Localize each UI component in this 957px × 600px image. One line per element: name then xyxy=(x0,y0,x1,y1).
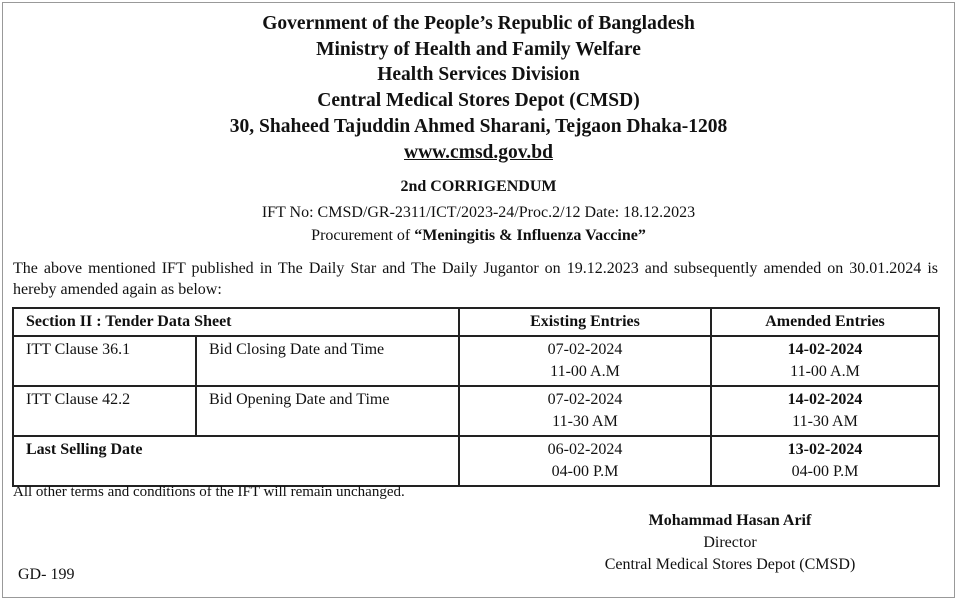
header-line-division: Health Services Division xyxy=(377,64,580,85)
closing-note: All other terms and conditions of the IF… xyxy=(13,484,405,500)
procurement-item: “Meningitis & Influenza Vaccine” xyxy=(414,227,646,244)
header-line-address: 30, Shaheed Tajuddin Ahmed Sharani, Tejg… xyxy=(229,116,728,137)
amended-time: 04-00 P.M xyxy=(791,463,859,480)
reference-number: GD- 199 xyxy=(18,566,75,583)
header-line-cmsd: Central Medical Stores Depot (CMSD) xyxy=(317,90,640,111)
existing-date: 06-02-2024 xyxy=(547,441,623,458)
table-row: ITT Clause 36.1 Bid Closing Date and Tim… xyxy=(12,335,940,387)
existing-entry: 07-02-2024 11-30 AM xyxy=(458,385,712,437)
header-amended: Amended Entries xyxy=(710,307,940,337)
document-title: 2nd CORRIGENDUM xyxy=(400,178,557,195)
amended-entry: 14-02-2024 11-30 AM xyxy=(710,385,940,437)
item: Bid Opening Date and Time xyxy=(195,385,460,437)
existing-entry: 07-02-2024 11-00 A.M xyxy=(458,335,712,387)
table-row: ITT Clause 42.2 Bid Opening Date and Tim… xyxy=(12,385,940,437)
header-existing: Existing Entries xyxy=(458,307,712,337)
header-section: Section II : Tender Data Sheet xyxy=(12,307,460,337)
procurement-prefix: Procurement of xyxy=(311,227,415,244)
tender-data-table: Section II : Tender Data Sheet Existing … xyxy=(12,307,940,487)
signatory-name: Mohammad Hasan Arif xyxy=(648,512,812,529)
existing-time: 04-00 P.M xyxy=(551,463,619,480)
signatory-designation: Director xyxy=(703,534,757,551)
header-line-ministry: Ministry of Health and Family Welfare xyxy=(316,39,641,60)
clause: ITT Clause 36.1 xyxy=(12,335,197,387)
existing-time: 11-00 A.M xyxy=(550,363,620,380)
amended-entry: 13-02-2024 04-00 P.M xyxy=(710,435,940,487)
item: Bid Closing Date and Time xyxy=(195,335,460,387)
table-row: Last Selling Date 06-02-2024 04-00 P.M 13… xyxy=(12,435,940,487)
procurement-line: Procurement of “Meningitis & Influenza V… xyxy=(0,227,957,245)
amended-date: 14-02-2024 xyxy=(787,341,863,358)
website-link[interactable]: www.cmsd.gov.bd xyxy=(404,142,553,163)
signatory-office: Central Medical Stores Depot (CMSD) xyxy=(604,556,856,573)
amended-time: 11-00 A.M xyxy=(790,363,860,380)
table-header-row: Section II : Tender Data Sheet Existing … xyxy=(12,307,940,337)
existing-entry: 06-02-2024 04-00 P.M xyxy=(458,435,712,487)
amended-entry: 14-02-2024 11-00 A.M xyxy=(710,335,940,387)
amended-date: 13-02-2024 xyxy=(787,441,863,458)
clause: Last Selling Date xyxy=(12,435,460,487)
existing-date: 07-02-2024 xyxy=(547,341,623,358)
clause: ITT Clause 42.2 xyxy=(12,385,197,437)
existing-time: 11-30 AM xyxy=(552,413,618,430)
existing-date: 07-02-2024 xyxy=(547,391,623,408)
amended-time: 11-30 AM xyxy=(792,413,858,430)
ift-number: IFT No: CMSD/GR-2311/ICT/2023-24/Proc.2/… xyxy=(261,204,696,221)
intro-paragraph: The above mentioned IFT published in The… xyxy=(13,260,938,298)
amended-date: 14-02-2024 xyxy=(787,391,863,408)
header-line-gov: Government of the People’s Republic of B… xyxy=(262,13,695,34)
